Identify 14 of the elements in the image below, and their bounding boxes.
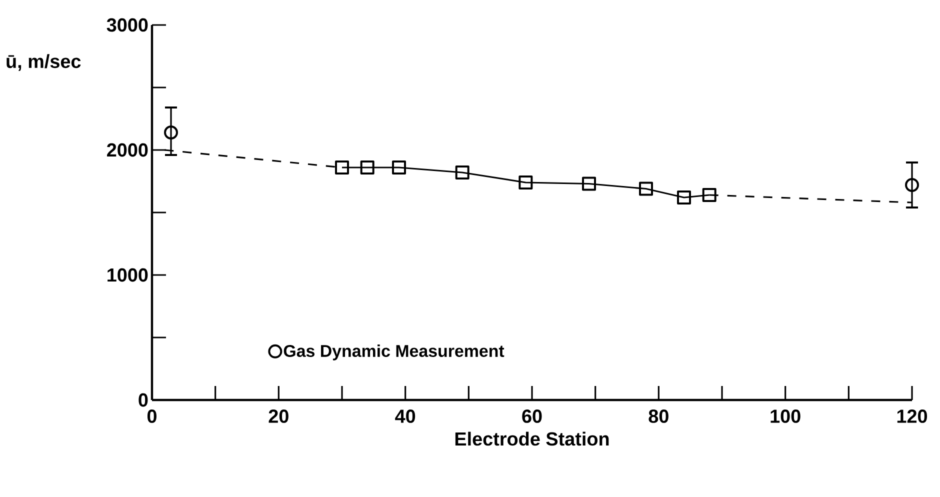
x-tick-label: 120 (897, 410, 928, 423)
x-tick-label: 100 (770, 410, 800, 423)
y-tick-label: 2000 (107, 143, 148, 157)
x-axis-title: Electrode Station (455, 432, 609, 446)
x-tick-label: 40 (395, 410, 416, 423)
y-tick-label: 3000 (106, 18, 148, 32)
x-tick-label: 0 (147, 410, 156, 423)
x-tick-label: 80 (648, 410, 668, 423)
legend-label: Gas Dynamic Measurement (284, 344, 504, 360)
y-axis-title: ū, m/sec (6, 54, 81, 71)
x-tick-label: 20 (268, 410, 288, 423)
y-tick-label: 1000 (108, 268, 148, 282)
y-tick-label: 0 (138, 393, 148, 407)
x-tick-label: 60 (522, 410, 542, 423)
